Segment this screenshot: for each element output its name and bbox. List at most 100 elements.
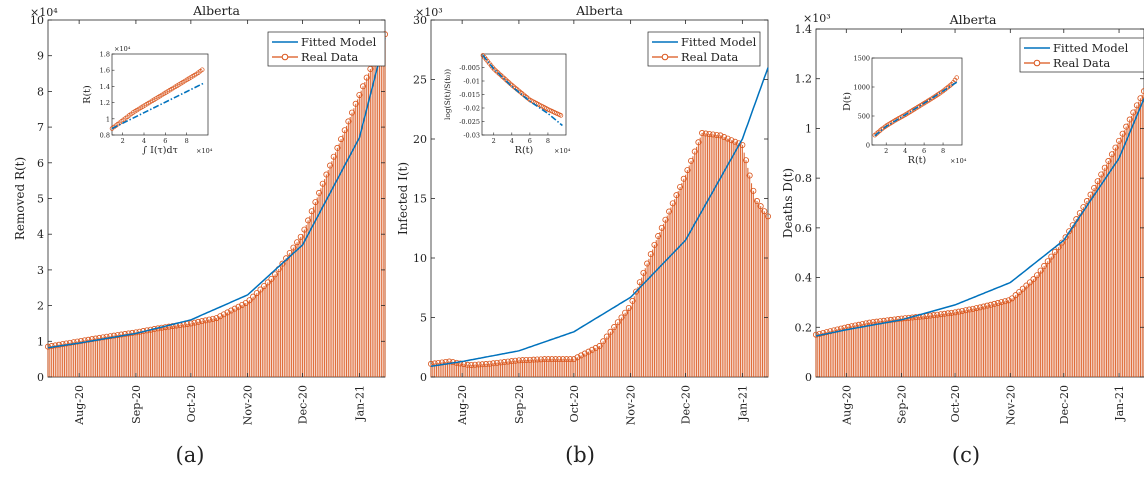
real-data-point (948, 309, 955, 316)
real-data-point (85, 336, 92, 343)
real-data-point (301, 226, 308, 233)
real-data-point (52, 342, 59, 349)
y-tick-label: 20 (413, 133, 427, 146)
real-data-point (1137, 95, 1144, 102)
inset-x-label: R(t) (515, 145, 533, 156)
inset-y-tick-label: -0.01 (463, 78, 480, 86)
real-data-point (680, 175, 687, 182)
real-data-point (286, 249, 293, 256)
y-tick-label: 30 (413, 14, 427, 27)
inset-x-tick-label: 8 (185, 137, 189, 145)
real-data-point (114, 332, 121, 339)
real-data-point (74, 338, 81, 345)
y-tick-label: 5 (37, 193, 44, 206)
real-data-point (589, 346, 596, 353)
real-data-point (206, 316, 213, 323)
real-data-point (1041, 262, 1048, 269)
inset-data-point (199, 67, 205, 72)
real-data-point (732, 138, 739, 145)
real-data-point (1112, 144, 1119, 151)
real-data-point (356, 91, 363, 98)
legend-box (267, 31, 386, 67)
real-data-bars (815, 91, 1144, 377)
real-data-point (651, 241, 658, 248)
real-data-point (471, 361, 478, 368)
inset-plot: 2 4 6 8 0.8 1 1.2 1.4 1.6 1.8 ×10⁴ ×10⁴ ∫ I(τ)dτ R(t) (82, 45, 213, 156)
inset-y-tick-label: 0 (866, 142, 870, 150)
real-data-point (959, 307, 966, 314)
inset-y-tick-label: -0.025 (459, 118, 480, 126)
x-tick-label: Jan-21 (736, 385, 749, 422)
x-tick-label: Jan-21 (1113, 385, 1126, 422)
real-data-point (757, 203, 764, 210)
real-data-point (530, 356, 537, 363)
inset-plot: 2 4 6 8 0 500 1000 1500 ×10⁴ R(t) D(t) (842, 55, 967, 167)
y-tick-label: 1.4 (795, 23, 813, 36)
real-data-markers (427, 130, 772, 368)
real-data-point (107, 333, 114, 340)
real-data-point (607, 328, 614, 335)
real-data-point (724, 135, 731, 142)
real-data-point (713, 131, 720, 138)
y-axis-label: Infected I(t) (396, 162, 410, 235)
real-data-point (1001, 298, 1008, 305)
real-data-point (1094, 178, 1101, 185)
real-data-point (1005, 297, 1012, 304)
real-data-point (537, 356, 544, 363)
inset-y-tick-label: 1.2 (100, 99, 110, 107)
real-data-point (213, 315, 220, 322)
real-data-point (937, 311, 944, 318)
real-data-point (669, 200, 676, 207)
real-data-point (279, 260, 286, 267)
inset-x-tick-label: 2 (492, 137, 496, 145)
real-data-point (596, 343, 603, 350)
y-tick-label: 0.8 (795, 172, 813, 185)
real-data-point (305, 217, 312, 224)
real-data-point (891, 316, 898, 323)
real-data-point (118, 331, 125, 338)
real-data-point (63, 340, 70, 347)
y-tick-label: 25 (413, 74, 427, 87)
real-data-point (706, 131, 713, 138)
real-data-point (327, 162, 334, 169)
y-exponent-label: ×10³ (415, 6, 443, 19)
real-data-point (96, 334, 103, 341)
y-exponent-label: ×10³ (803, 12, 831, 25)
x-tick-label: Oct-20 (185, 385, 198, 422)
plot-area (47, 19, 386, 378)
real-data-point (994, 300, 1001, 307)
real-data-point (490, 360, 497, 367)
inset-x-tick-label: 4 (903, 147, 907, 155)
y-tick-label: 5 (420, 312, 427, 325)
y-tick-label: 0.6 (795, 222, 813, 235)
real-data-point (820, 329, 827, 336)
x-tick-label: Aug-20 (456, 385, 469, 426)
real-data-point (585, 348, 592, 355)
real-data-point (468, 361, 475, 368)
y-tick-label: 9 (37, 50, 44, 63)
real-data-point (121, 331, 128, 338)
y-tick-label: 10 (413, 252, 427, 265)
real-data-point (1048, 253, 1055, 260)
legend-real-marker (281, 53, 289, 61)
real-data-point (611, 324, 618, 331)
inset-x-tick-label: 6 (922, 147, 926, 155)
inset-y-tick-label: 0.8 (100, 132, 110, 140)
real-data-point (125, 330, 132, 337)
real-data-point (526, 356, 533, 363)
inset-y-tick-label: -0.03 (463, 132, 480, 140)
real-data-point (338, 136, 345, 143)
real-data-point (312, 199, 319, 206)
real-data-point (253, 290, 260, 297)
inset-x-tick-label: 2 (884, 147, 888, 155)
real-data-point (316, 189, 323, 196)
real-data-point (103, 333, 110, 340)
legend-real-label: Real Data (681, 50, 738, 64)
real-data-point (239, 301, 246, 308)
y-tick-label: 6 (37, 157, 44, 170)
fitted-model-line (430, 67, 769, 368)
